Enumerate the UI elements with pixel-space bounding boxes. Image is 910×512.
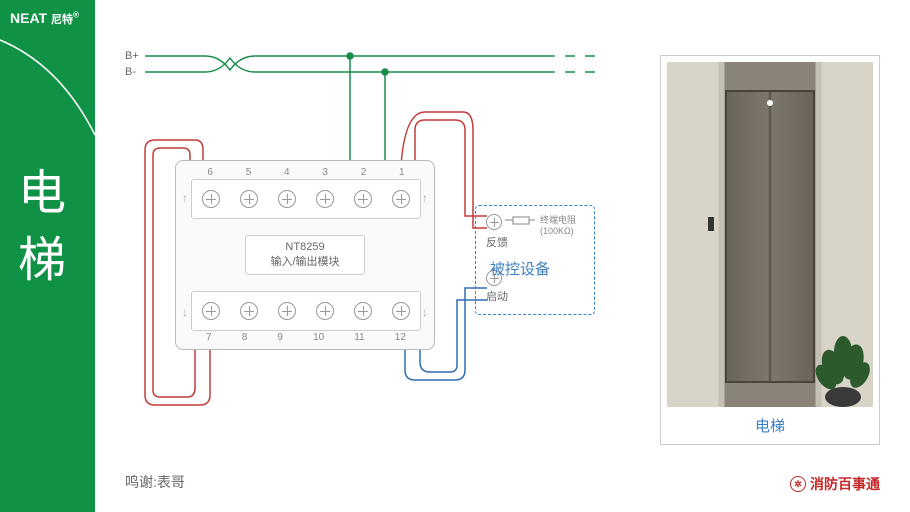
bus-neg-label: B- bbox=[125, 66, 136, 78]
arrow-icon: ↓ bbox=[182, 305, 188, 319]
photo-caption: 电梯 bbox=[667, 415, 873, 436]
logo: NEAT 尼特® bbox=[10, 10, 79, 27]
credit-text: 鸣谢:表哥 bbox=[125, 472, 185, 492]
title-line1: 电 bbox=[18, 160, 66, 227]
sidebar-curve bbox=[0, 35, 95, 155]
top-terminal-numbers: 6 5 4 3 2 1 bbox=[191, 167, 421, 178]
terminal-3 bbox=[316, 190, 334, 208]
elevator-photo: 电梯 bbox=[660, 55, 880, 445]
terminal-10 bbox=[316, 302, 334, 320]
elevator-indicator-icon bbox=[767, 100, 773, 106]
terminal-2 bbox=[354, 190, 372, 208]
arrow-icon: ↑ bbox=[182, 191, 188, 205]
bus-pos-label: B+ bbox=[125, 50, 139, 62]
elevator-call-button-icon bbox=[708, 217, 714, 231]
terminal-4 bbox=[278, 190, 296, 208]
brand-footer: ✲ 消防百事通 bbox=[790, 474, 880, 494]
terminal-11 bbox=[354, 302, 372, 320]
bottom-terminal-row bbox=[191, 291, 421, 331]
terminal-5 bbox=[240, 190, 258, 208]
photo-inner bbox=[667, 62, 873, 407]
terminal-12 bbox=[392, 302, 410, 320]
title-line2: 梯 bbox=[18, 227, 66, 294]
bottom-terminal-numbers: 7 8 9 10 11 12 bbox=[191, 332, 421, 343]
terminal-7 bbox=[202, 302, 220, 320]
terminal-6 bbox=[202, 190, 220, 208]
page-title: 电 梯 bbox=[18, 160, 66, 294]
elevator-door bbox=[725, 90, 816, 383]
start-label: 启动 bbox=[486, 288, 508, 304]
feedback-label: 反馈 bbox=[486, 234, 508, 250]
sidebar: NEAT 尼特® 电 梯 bbox=[0, 0, 95, 512]
module-subtitle: 输入/输出模块 bbox=[270, 253, 339, 269]
terminal-8 bbox=[240, 302, 258, 320]
brand-icon: ✲ bbox=[790, 476, 806, 492]
arrow-icon: ↓ bbox=[422, 305, 428, 319]
arrow-icon: ↑ bbox=[422, 191, 428, 205]
brand-text: 消防百事通 bbox=[810, 474, 880, 494]
terminal-1 bbox=[392, 190, 410, 208]
logo-sub: 尼特 bbox=[51, 14, 73, 26]
top-terminal-row bbox=[191, 179, 421, 219]
main-area: B+ B- bbox=[95, 0, 910, 512]
module-label: NT8259 输入/输出模块 bbox=[245, 235, 365, 275]
terminal-9 bbox=[278, 302, 296, 320]
module-model: NT8259 bbox=[285, 241, 324, 253]
io-module: 6 5 4 3 2 1 ↑ ↑ NT8259 输入/输出模块 ↓ ↓ bbox=[175, 160, 435, 350]
logo-main: NEAT bbox=[10, 10, 47, 26]
resistor-label: 终端电阻 (100KΩ) bbox=[540, 215, 576, 237]
device-title: 被控设备 bbox=[490, 258, 550, 279]
feedback-terminal bbox=[486, 214, 502, 230]
plant-icon bbox=[808, 317, 878, 407]
